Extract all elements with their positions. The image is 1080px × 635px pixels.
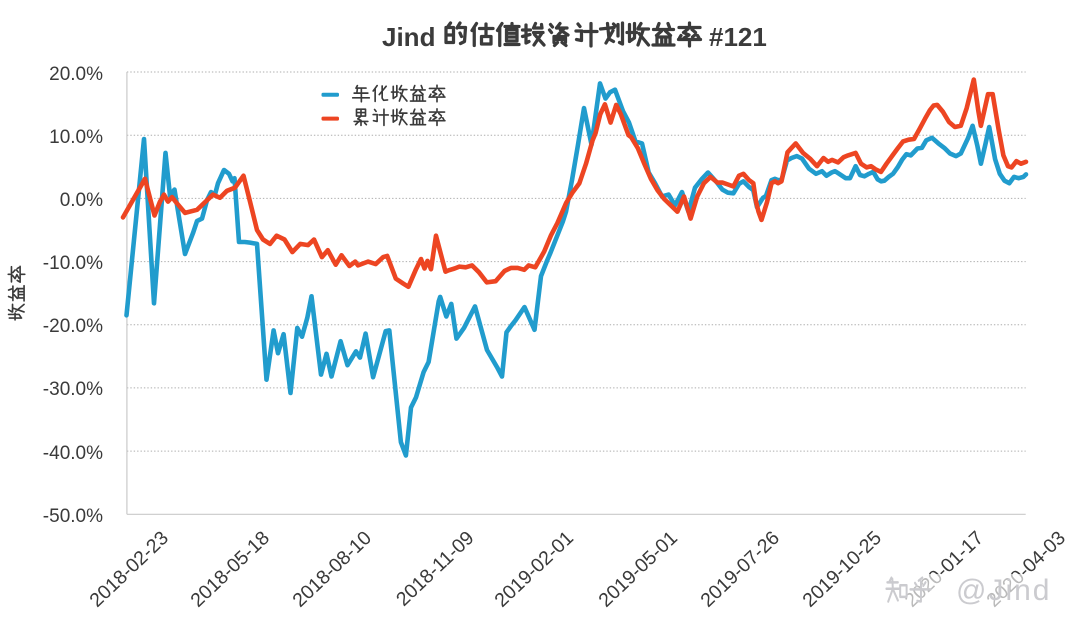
svg-text:Jind: Jind xyxy=(382,22,435,52)
svg-text:@Jind: @Jind xyxy=(956,574,1052,607)
svg-text:#121: #121 xyxy=(709,22,767,52)
